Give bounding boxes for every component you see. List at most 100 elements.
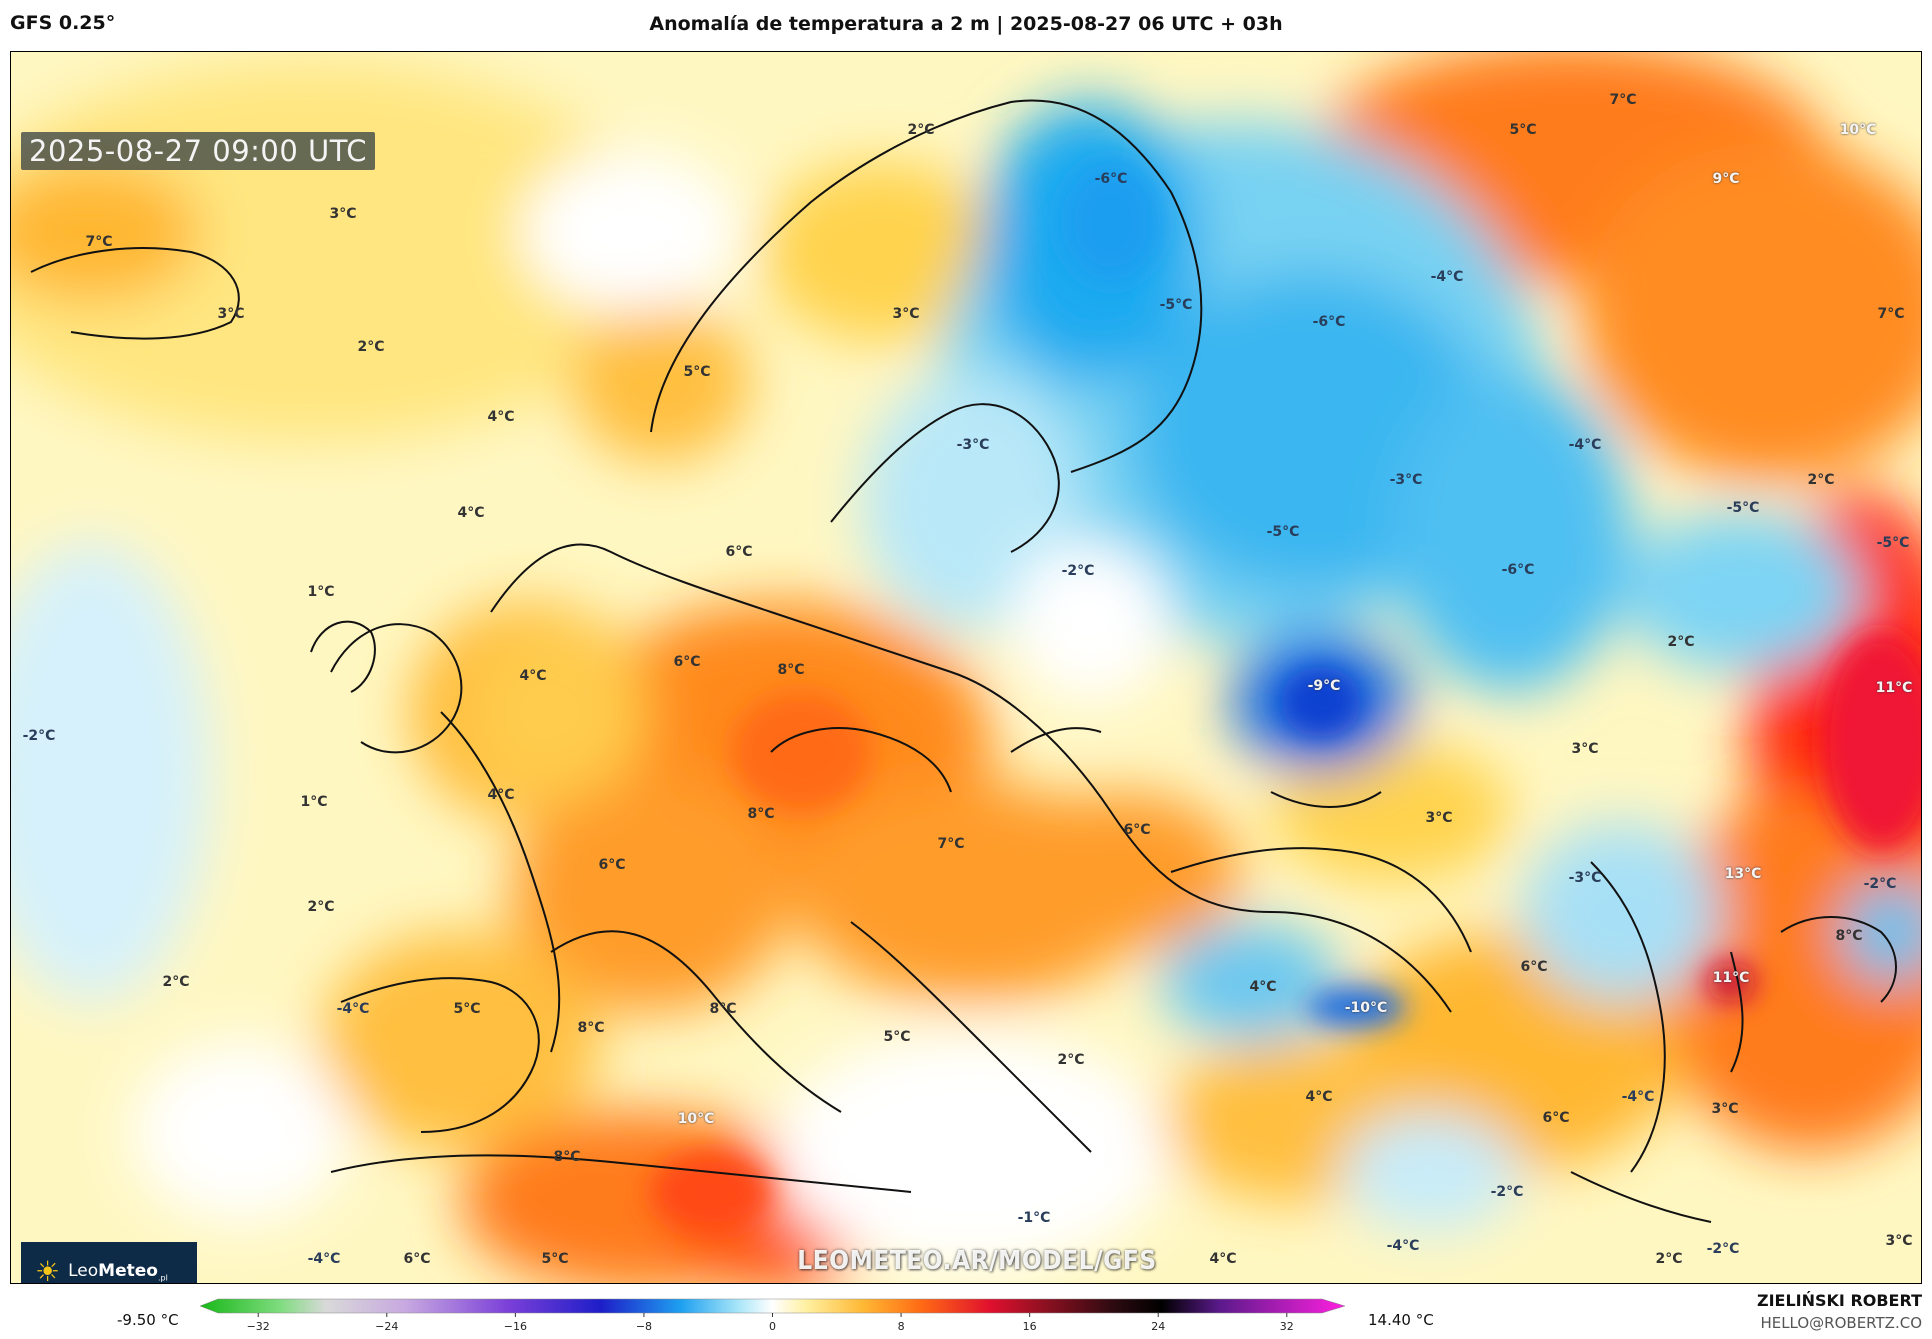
anomaly-label: -5°C [1876,535,1910,551]
anomaly-label: 10°C [677,1111,715,1127]
colorbar-tick-label: 0 [769,1320,776,1333]
anomaly-label: 3°C [1711,1101,1739,1117]
source-watermark: LEOMETEO.AR/MODEL/GFS [797,1246,1157,1276]
anomaly-label: -1°C [1017,1210,1051,1226]
anomaly-label: 6°C [403,1251,431,1267]
anomaly-label: 6°C [673,654,701,670]
anomaly-label: 8°C [747,806,775,822]
colorbar-max-label: 14.40 °C [1368,1311,1434,1329]
anomaly-label: 2°C [1655,1251,1683,1267]
anomaly-label: 2°C [1057,1052,1085,1068]
anomaly-label: -6°C [1312,314,1346,330]
anomaly-label: 3°C [329,206,357,222]
anomaly-label: 4°C [1249,979,1277,995]
anomaly-label: 6°C [598,857,626,873]
anomaly-label: 5°C [883,1029,911,1045]
anomaly-label: 8°C [1835,928,1863,944]
map-title: Anomalía de temperatura a 2 m | 2025-08-… [649,13,1283,35]
anomaly-label: -3°C [1568,870,1602,886]
anomaly-label: -4°C [1621,1089,1655,1105]
colorbar-tick-label: 24 [1151,1320,1165,1333]
anomaly-label: 2°C [162,974,190,990]
author-email[interactable]: HELLO@ROBERTZ.CO [1760,1314,1922,1332]
anomaly-label: -6°C [1501,562,1535,578]
anomaly-label: 2°C [907,122,935,138]
anomaly-label: 3°C [1885,1233,1913,1249]
anomaly-label: -4°C [336,1001,370,1017]
anomaly-label: 7°C [937,836,965,852]
anomaly-label: 7°C [1609,92,1637,108]
colorbar-tick-label: −8 [636,1320,652,1333]
valid-time-stamp: 2025-08-27 09:00 UTC [21,132,376,170]
anomaly-label: 10°C [1839,122,1877,138]
anomaly-label: -2°C [1863,876,1897,892]
sun-icon: ☀ [35,1255,61,1284]
anomaly-label: 7°C [1877,306,1905,322]
anomaly-label: 5°C [1509,122,1537,138]
anomaly-label: -4°C [1568,437,1602,453]
anomaly-label: 2°C [1807,472,1835,488]
anomaly-label: -3°C [956,437,990,453]
anomaly-label: 3°C [1425,810,1453,826]
anomaly-label: 3°C [1571,741,1599,757]
anomaly-label: -2°C [1706,1241,1740,1257]
anomaly-label: 2°C [1667,634,1695,650]
anomaly-label: 5°C [683,364,711,380]
logo-text: LeoMeteo.pl [68,1261,168,1283]
anomaly-label: 1°C [300,794,328,810]
anomaly-label: 8°C [709,1001,737,1017]
anomaly-label: 6°C [1542,1110,1570,1126]
anomaly-label: 4°C [1305,1089,1333,1105]
anomaly-label: 3°C [892,306,920,322]
anomaly-label: 4°C [519,668,547,684]
colorbar-ticks: −32 −24 −16 −8 0 8 16 24 32 [247,1313,1294,1333]
anomaly-label: 5°C [541,1251,569,1267]
anomaly-label: 4°C [487,409,515,425]
colorbar-tick-label: −32 [247,1320,270,1333]
anomaly-label: -9°C [1307,678,1341,694]
anomaly-label: -4°C [1386,1238,1420,1254]
anomaly-label: 8°C [577,1020,605,1036]
anomaly-label: 4°C [487,787,515,803]
anomaly-label: 7°C [85,234,113,250]
anomaly-label: 2°C [307,899,335,915]
colorbar-tick-label: −24 [375,1320,398,1333]
colorbar-tick-label: −16 [504,1320,527,1333]
anomaly-label: -3°C [1389,472,1423,488]
anomaly-label: 11°C [1875,680,1913,696]
anomaly-label: -5°C [1159,297,1193,313]
anomaly-label: 8°C [553,1149,581,1165]
anomaly-label: 1°C [307,584,335,600]
anomaly-label: 8°C [777,662,805,678]
anomaly-label: 4°C [457,505,485,521]
anomaly-label: -5°C [1726,500,1760,516]
anomaly-label: -2°C [22,728,56,744]
coastlines [30,99,1897,1223]
anomaly-label: -6°C [1094,171,1128,187]
anomaly-label: -10°C [1344,1000,1388,1016]
anomaly-label: 4°C [1209,1251,1237,1267]
anomaly-label: -5°C [1266,524,1300,540]
anomaly-label: 3°C [217,306,245,322]
author-name: ZIELIŃSKI ROBERT [1756,1291,1922,1310]
anomaly-label: -4°C [307,1251,341,1267]
colorbar-min-label: -9.50 °C [117,1311,179,1329]
colorbar-tick-label: 8 [898,1320,905,1333]
author-credit: ZIELIŃSKI ROBERT HELLO@ROBERTZ.CO [1757,1290,1922,1334]
model-label: GFS 0.25° [10,12,116,34]
anomaly-label: 5°C [453,1001,481,1017]
temperature-anomaly-map[interactable]: 2025-08-27 09:00 UTC 2°C 5°C 7°C 10°C -6°C 9°… [10,51,1922,1284]
leometeo-logo[interactable]: ☀ LeoMeteo.pl [21,1242,197,1284]
anomaly-label: -2°C [1490,1184,1524,1200]
anomaly-label: 13°C [1724,866,1762,882]
anomaly-label: 11°C [1712,970,1750,986]
anomaly-label: -4°C [1430,269,1464,285]
anomaly-label: 6°C [725,544,753,560]
colorbar-tick-label: 16 [1023,1320,1037,1333]
colorbar-gradient [199,1298,1346,1314]
anomaly-label: 9°C [1712,171,1740,187]
anomaly-label: 6°C [1520,959,1548,975]
colorbar-tick-label: 32 [1280,1320,1294,1333]
anomaly-label: -2°C [1061,563,1095,579]
colorbar: -9.50 °C [0,1296,1932,1339]
